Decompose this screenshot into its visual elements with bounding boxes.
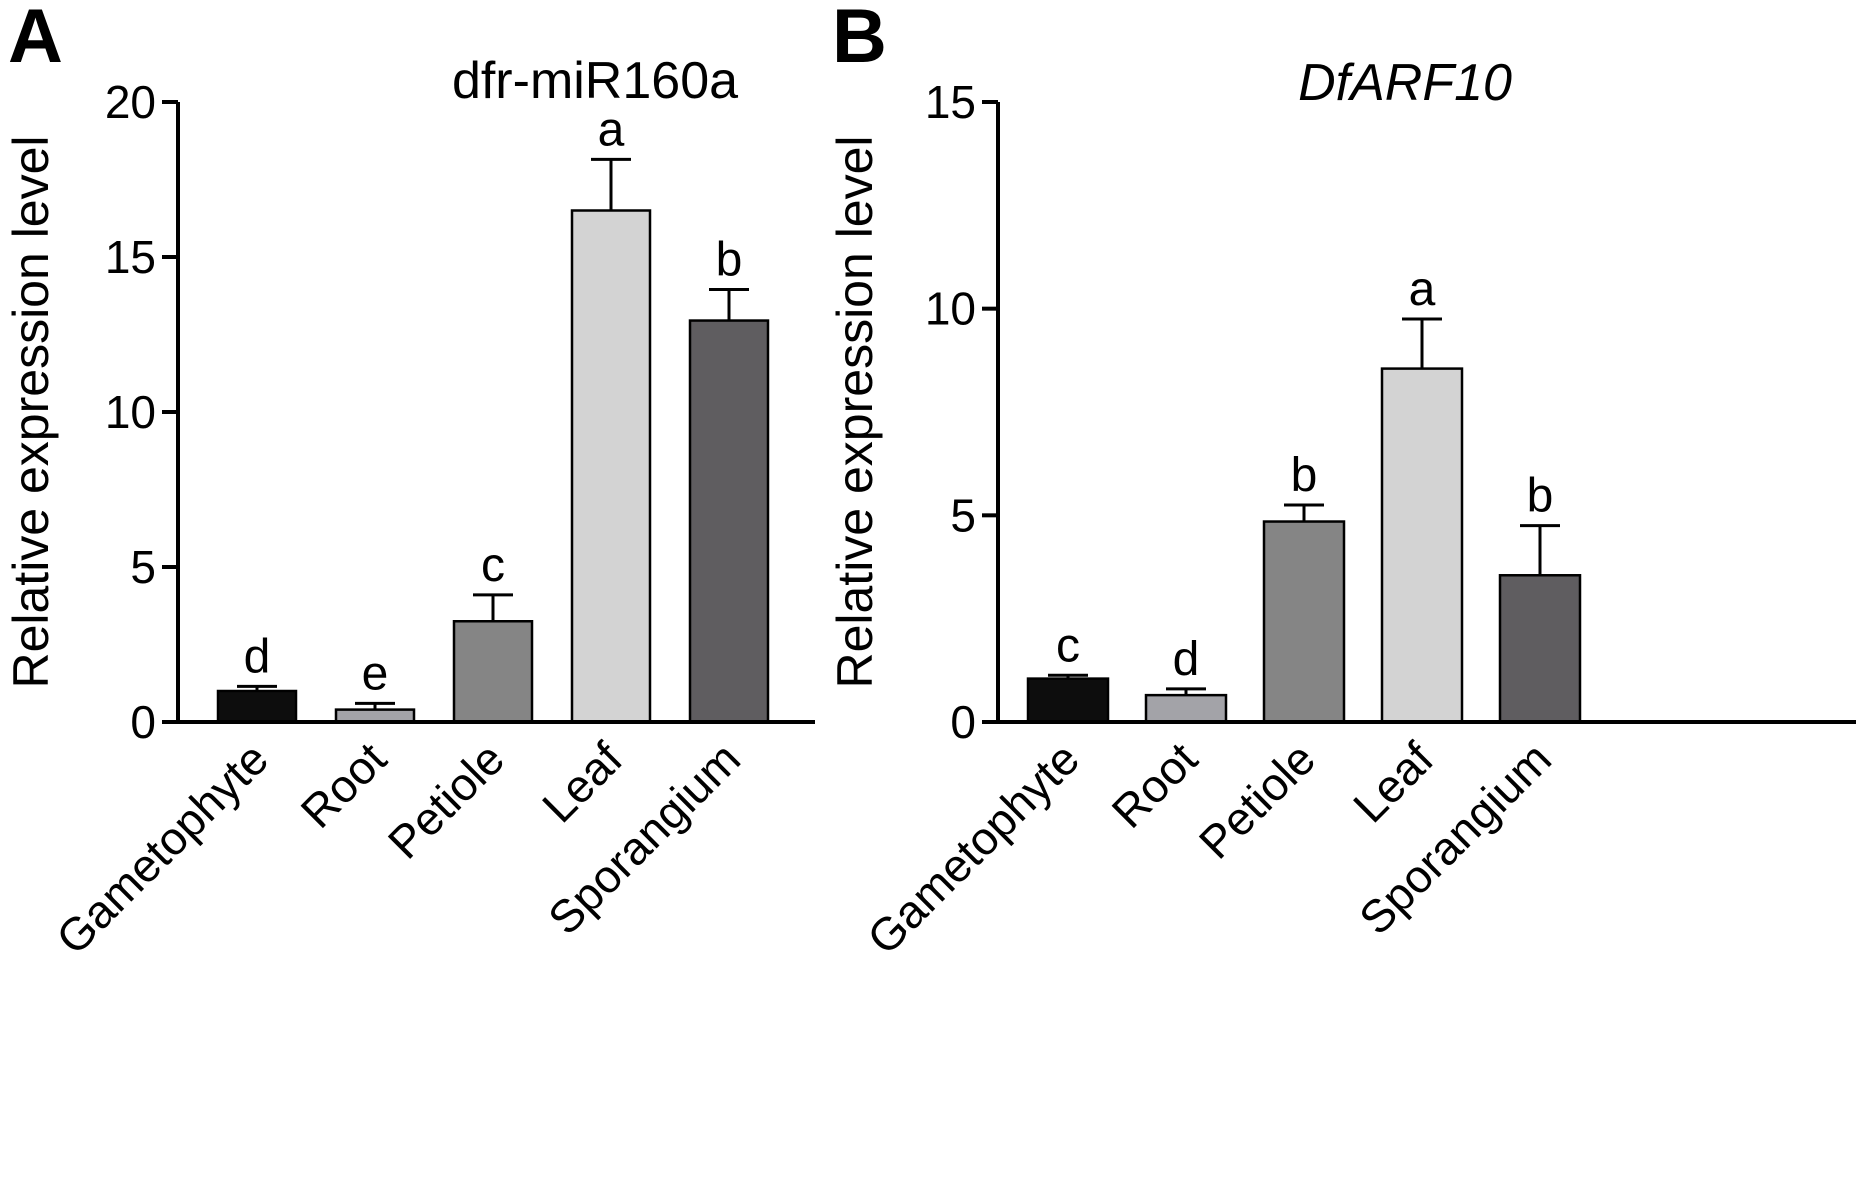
panel-a: A dfr-miR160a Relative expression level …	[3, 0, 815, 964]
error-bar	[355, 701, 395, 710]
error-bar	[1284, 503, 1324, 522]
bar	[688, 319, 770, 724]
panel-letter: A	[8, 0, 63, 79]
category-label: Root	[1102, 732, 1208, 838]
axes	[176, 102, 815, 724]
bar	[1144, 693, 1228, 724]
significance-letter: c	[481, 539, 505, 592]
y-tick-label: 15	[925, 76, 976, 128]
significance-labels: c d b a b	[1056, 263, 1553, 686]
bars	[216, 209, 770, 724]
error-bars	[1048, 317, 1560, 696]
significance-letter: c	[1056, 619, 1080, 672]
error-bar	[1166, 687, 1206, 696]
axes	[996, 102, 1856, 724]
y-tick-label: 15	[105, 231, 156, 283]
y-axis-label: Relative expression level	[3, 135, 59, 688]
chart-title: DfARF10	[1298, 54, 1512, 112]
significance-labels: d e c a b	[244, 103, 743, 700]
y-tick-label: 0	[130, 696, 156, 748]
bar	[1026, 677, 1110, 724]
bar	[1262, 520, 1346, 724]
significance-letter: b	[1291, 449, 1318, 502]
y-tick-label: 20	[105, 76, 156, 128]
category-label: Leaf	[1343, 732, 1443, 832]
bar	[452, 620, 534, 724]
chart-title: dfr-miR160a	[452, 52, 738, 110]
category-label: Gametophyte	[46, 732, 278, 964]
significance-letter: e	[362, 647, 389, 700]
y-ticks: 0 5 10 15 20	[105, 76, 178, 748]
significance-letter: b	[716, 234, 743, 287]
significance-letter: b	[1527, 470, 1554, 523]
panel-b: B DfARF10 Relative expression level 0 5 10…	[827, 0, 1856, 964]
error-bars	[237, 157, 749, 710]
category-label: Leaf	[532, 732, 632, 832]
error-bar	[1048, 673, 1088, 679]
y-tick-label: 5	[130, 541, 156, 593]
bars	[1026, 367, 1582, 724]
y-tick-label: 5	[950, 489, 976, 541]
category-label: Petiole	[378, 732, 514, 868]
category-label: Root	[291, 732, 397, 838]
y-tick-label: 0	[950, 696, 976, 748]
error-bar	[591, 157, 631, 211]
panel-letter: B	[832, 0, 887, 79]
category-label: Gametophyte	[857, 732, 1089, 964]
error-bar	[237, 684, 277, 691]
category-label: Petiole	[1189, 732, 1325, 868]
y-axis-label: Relative expression level	[827, 135, 883, 688]
y-tick-label: 10	[105, 386, 156, 438]
bar	[1380, 367, 1464, 724]
bar	[216, 689, 298, 724]
error-bar	[709, 288, 749, 321]
bar	[570, 209, 652, 724]
error-bar	[473, 593, 513, 622]
significance-letter: a	[598, 103, 625, 156]
y-ticks: 0 5 10 15	[925, 76, 998, 748]
significance-letter: a	[1409, 263, 1436, 316]
error-bar	[1402, 317, 1442, 369]
significance-letter: d	[244, 630, 271, 683]
significance-letter: d	[1173, 633, 1200, 686]
bar	[1498, 574, 1582, 724]
y-tick-label: 10	[925, 283, 976, 335]
error-bar	[1520, 524, 1560, 576]
